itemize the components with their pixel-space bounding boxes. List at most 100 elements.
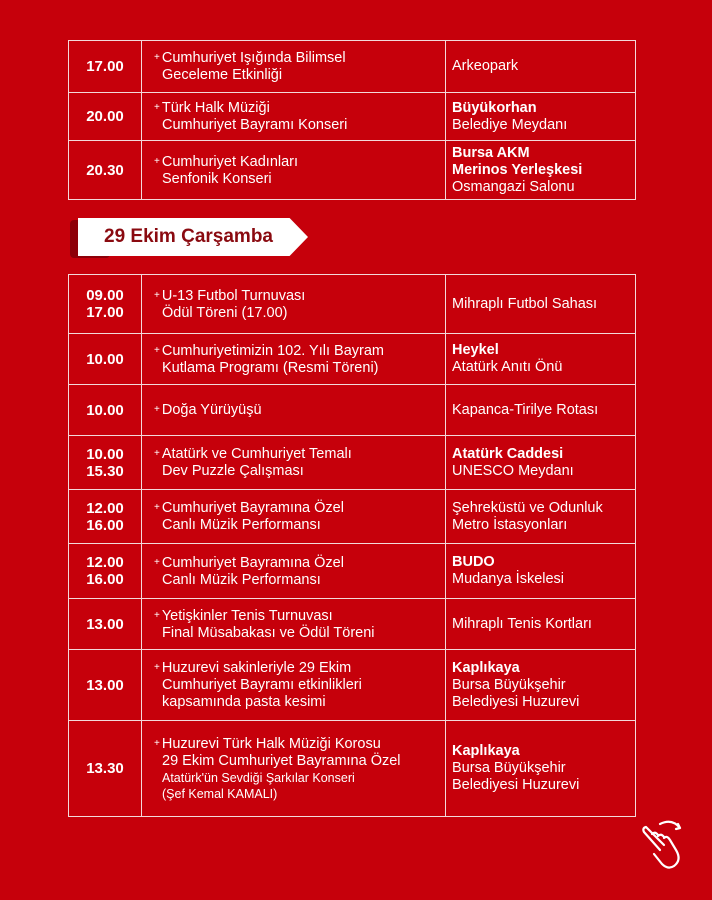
schedule-row: 13.00 Huzurevi sakinleriyle 29 EkimCumhur… <box>68 649 636 721</box>
location-cell: Bursa AKM Merinos Yerleşkesi Osmangazi Sal… <box>445 140 636 200</box>
event-cell: Huzurevi sakinleriyle 29 EkimCumhuriyet … <box>141 649 446 721</box>
time-cell: 13.30 <box>68 720 142 817</box>
event-line: Ödül Töreni (17.00) <box>162 304 288 321</box>
event-line: Kutlama Programı (Resmi Töreni) <box>162 359 379 376</box>
time-value: 13.00 <box>86 615 124 633</box>
time-value: 16.00 <box>86 516 124 534</box>
location-cell: Kapanca-Tirilye Rotası <box>445 384 636 436</box>
event-line: Atatürk'ün Sevdiği Şarkılar Konseri <box>162 771 355 785</box>
location-line: Bursa Büyükşehir <box>452 760 566 776</box>
event-line: Yetişkinler Tenis Turnuvası <box>154 607 437 625</box>
time-cell: 10.00 <box>68 384 142 436</box>
time-cell: 12.00 16.00 <box>68 489 142 544</box>
location-line: Bursa Büyükşehir <box>452 676 566 693</box>
time-cell: 10.00 <box>68 333 142 385</box>
time-value: 12.00 <box>86 554 124 571</box>
event-line: Huzurevi sakinleriyle 29 Ekim <box>154 659 437 677</box>
location-line: Merinos Yerleşkesi <box>452 161 583 178</box>
location-cell: Şehreküstü ve Odunluk Metro İstasyonları <box>445 489 636 544</box>
event-line: Final Müsabakası ve Ödül Töreni <box>162 624 375 641</box>
location-line: Kaplıkaya <box>452 743 520 759</box>
location-cell: Büyükorhan Belediye Meydanı <box>445 92 636 141</box>
time-cell: 10.00 15.30 <box>68 435 142 490</box>
event-line: Canlı Müzik Performansı <box>162 517 321 533</box>
event-line: Cumhuriyetimizin 102. Yılı Bayram <box>154 342 437 360</box>
event-line: Dev Puzzle Çalışması <box>162 463 304 479</box>
location-line: Belediyesi Huzurevi <box>452 777 580 793</box>
time-value: 13.30 <box>86 760 124 777</box>
location-line: Atatürk Caddesi <box>452 445 564 462</box>
location-cell: Atatürk Caddesi UNESCO Meydanı <box>445 435 636 490</box>
time-value: 09.00 <box>86 287 124 304</box>
event-line: Cumhuriyet Işığında Bilimsel <box>154 49 437 67</box>
event-line: Cumhuriyet Bayramı etkinlikleri <box>162 677 362 693</box>
location-cell: BUDO Mudanya İskelesi <box>445 543 636 599</box>
location-line: Bursa AKM <box>452 144 530 161</box>
time-cell: 13.00 <box>68 598 142 650</box>
time-value: 13.00 <box>86 676 124 694</box>
event-line: Cumhuriyet Bayramına Özel <box>154 554 437 572</box>
location-line: Atatürk Anıtı Önü <box>452 359 563 375</box>
location-line: Mihraplı Futbol Sahası <box>452 295 598 312</box>
event-line: Atatürk ve Cumhuriyet Temalı <box>154 445 437 463</box>
time-cell: 20.00 <box>68 92 142 141</box>
location-line: Osmangazi Salonu <box>452 178 575 195</box>
time-value: 16.00 <box>86 571 124 588</box>
location-line: UNESCO Meydanı <box>452 462 574 479</box>
day-banner: 29 Ekim Çarşamba <box>70 218 308 258</box>
location-line: Mudanya İskelesi <box>452 571 565 587</box>
event-line: kapsamında pasta kesimi <box>162 694 326 710</box>
time-value: 12.00 <box>86 499 124 517</box>
event-cell: Cumhuriyetimizin 102. Yılı BayramKutlama… <box>141 333 446 385</box>
time-value: 20.00 <box>86 108 124 125</box>
location-line: Büyükorhan <box>452 99 537 116</box>
schedule-row: 13.30 Huzurevi Türk Halk Müziği Korosu29 … <box>68 720 636 817</box>
time-cell: 17.00 <box>68 40 142 93</box>
schedule-row: 10.00 Cumhuriyetimizin 102. Yılı BayramKu… <box>68 333 636 385</box>
time-cell: 12.00 16.00 <box>68 543 142 599</box>
event-line: Huzurevi Türk Halk Müziği Korosu <box>154 735 437 753</box>
hand-swipe-icon[interactable] <box>640 820 696 872</box>
time-value: 20.30 <box>86 161 124 179</box>
time-value: 10.00 <box>86 401 124 419</box>
location-line: Belediyesi Huzurevi <box>452 693 580 710</box>
day-banner-label: 29 Ekim Çarşamba <box>78 218 308 256</box>
location-line: Arkeopark <box>452 58 519 74</box>
time-cell: 20.30 <box>68 140 142 200</box>
location-cell: Mihraplı Tenis Kortları <box>445 598 636 650</box>
location-line: Mihraplı Tenis Kortları <box>452 615 592 632</box>
location-cell: Kaplıkaya Bursa Büyükşehir Belediyesi Huzu… <box>445 720 636 817</box>
event-line: Doğa Yürüyüşü <box>154 401 437 419</box>
location-cell: Mihraplı Futbol Sahası <box>445 274 636 334</box>
location-line: BUDO <box>452 554 495 570</box>
event-line: Canlı Müzik Performansı <box>162 571 321 588</box>
location-line: Metro İstasyonları <box>452 516 568 533</box>
location-cell: Kaplıkaya Bursa Büyükşehir Belediyesi Huzu… <box>445 649 636 721</box>
time-value: 10.00 <box>86 350 124 368</box>
location-line: Kapanca-Tirilye Rotası <box>452 401 599 418</box>
time-cell: 09.00 17.00 <box>68 274 142 334</box>
time-value: 15.30 <box>86 462 124 480</box>
event-cell: Doğa Yürüyüşü <box>141 384 446 436</box>
event-line: Cumhuriyet Bayramı Konseri <box>162 117 348 133</box>
event-line: Cumhuriyet Kadınları <box>154 153 437 171</box>
location-line: Belediye Meydanı <box>452 116 568 133</box>
schedule-row: 17.00 Cumhuriyet Işığında BilimselGecelem… <box>68 40 636 93</box>
event-line: Cumhuriyet Bayramına Özel <box>154 499 437 517</box>
event-line: 29 Ekim Cumhuriyet Bayramına Özel <box>162 753 401 769</box>
event-line: U-13 Futbol Turnuvası <box>154 287 437 305</box>
